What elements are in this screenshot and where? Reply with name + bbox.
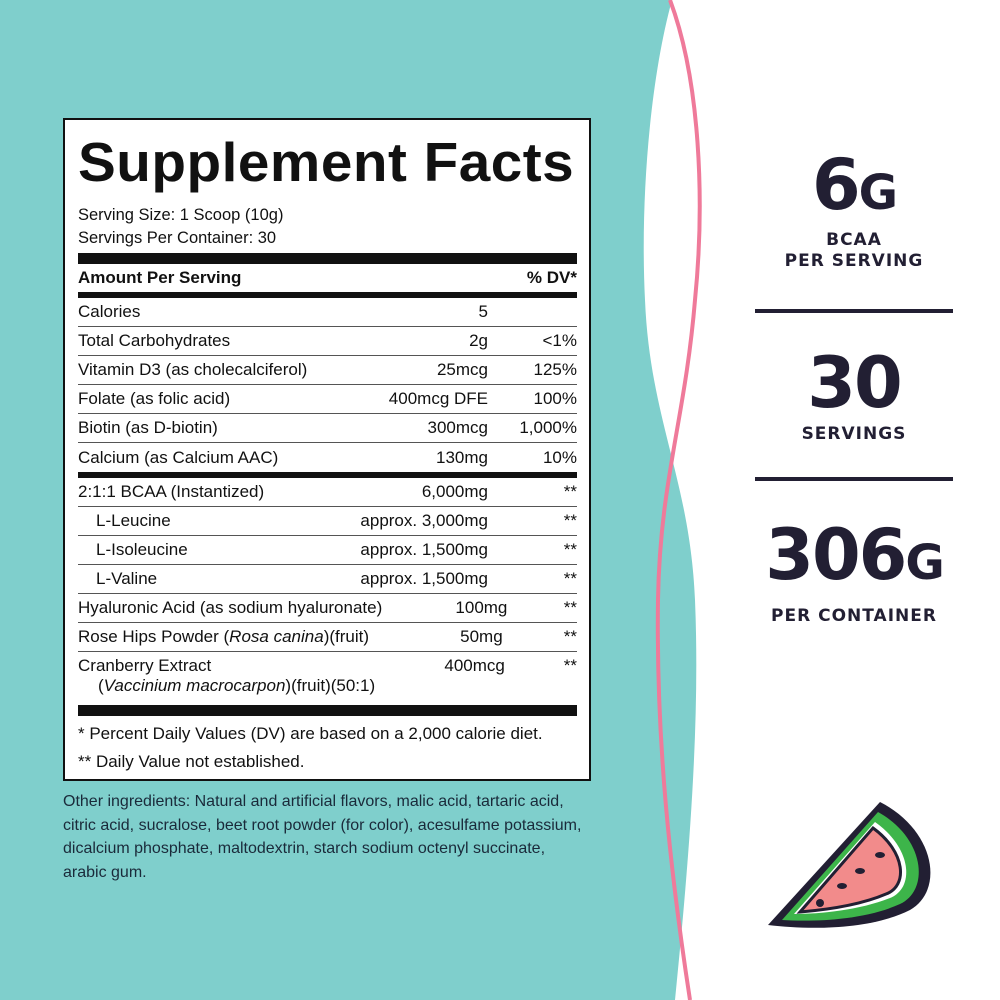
nutrient-dv: 10% [542,447,577,467]
nutrient-name: L-Leucine [96,511,171,530]
label-title: Supplement Facts [78,131,575,193]
nutrient-amount: 5 [478,302,488,321]
serving-size: Serving Size: 1 Scoop (10g) [78,206,284,224]
nutrient-name: L-Isoleucine [96,540,188,559]
divider [78,472,577,478]
nutrient-amount: 300mcg [427,418,488,437]
table-row: L-Valine approx. 1,500mg ** [78,565,577,594]
divider [755,477,953,481]
table-row: Folate (as folic acid) 400mcg DFE 100% [78,385,577,414]
nutrient-name: Vitamin D3 (as cholecalciferol) [78,360,308,379]
nutrient-name: Rose Hips Powder (Rosa canina)(fruit) [78,627,370,646]
nutrient-amount: 130mg [436,447,488,467]
footnote-dv: * Percent Daily Values (DV) are based on… [78,724,543,743]
nutrient-dv: 125% [533,360,577,379]
nutrient-name: Hyaluronic Acid (as sodium hyaluronate) [78,598,383,617]
table-row: Vitamin D3 (as cholecalciferol) 25mcg 125% [78,356,577,385]
header-row: Amount Per Serving % DV* [78,264,577,292]
nutrient-name: Folate (as folic acid) [78,389,231,408]
nutrient-name: Calories [78,302,141,321]
divider [755,309,953,313]
nutrient-name: Calcium (as Calcium AAC) [78,447,279,467]
nutrient-amount: 400mcg [444,656,505,675]
nutrient-dv: ** [563,627,577,646]
nutrient-name: L-Valine [96,569,158,588]
stat-number: 30 [807,342,902,424]
nutrient-name: Cranberry Extract (Vaccinium macrocarpon)… [78,656,376,695]
stat-servings: 30 SERVINGS [755,348,953,445]
stat-bcaa: 6G BCAA PER SERVING [755,150,953,272]
nutrient-dv: 1,000% [519,418,577,437]
stat-number: 6 [811,144,861,226]
nutrient-name: Total Carbohydrates [78,331,231,350]
nutrient-dv: <1% [542,331,578,350]
nutrient-dv: ** [563,540,577,559]
table-row: Biotin (as D-biotin) 300mcg 1,000% [78,414,577,443]
header-amount: Amount Per Serving [78,268,242,287]
footnote-not-established: ** Daily Value not established. [78,752,305,771]
nutrient-name: Biotin (as D-biotin) [78,418,218,437]
supplement-facts-label: Supplement Facts Serving Size: 1 Scoop (… [63,118,591,781]
stat-unit: G [858,165,898,221]
other-ingredients: Other ingredients: Natural and artificia… [63,793,582,881]
table-row: Cranberry Extract (Vaccinium macrocarpon)… [78,652,577,705]
stat-container: 306G PER CONTAINER [745,520,963,627]
table-row: Calories 5 [78,298,577,327]
divider [78,705,577,716]
table-row: Rose Hips Powder (Rosa canina)(fruit) 50m… [78,623,577,652]
nutrient-amount: 25mcg [436,360,488,379]
table-row: 2:1:1 BCAA (Instantized) 6,000mg ** [78,478,577,507]
table-row: Hyaluronic Acid (as sodium hyaluronate) 1… [78,594,577,623]
table-row: Calcium (as Calcium AAC) 130mg 10% [78,443,577,472]
table-row: Total Carbohydrates 2g <1% [78,327,577,356]
header-dv: % DV* [526,268,577,287]
nutrient-amount: approx. 1,500mg [360,540,488,559]
table-row: L-Leucine approx. 3,000mg ** [78,507,577,536]
stat-caption: BCAA [826,230,882,250]
stat-number: 306 [765,514,907,596]
nutrient-amount: 2g [469,331,488,350]
nutrient-amount: 50mg [460,627,503,646]
table-row: L-Isoleucine approx. 1,500mg ** [78,536,577,565]
nutrient-amount: 100mg [455,598,508,617]
stat-caption: PER SERVING [784,251,924,271]
nutrient-amount: approx. 1,500mg [360,569,488,588]
nutrient-dv: ** [563,656,577,675]
nutrient-amount: approx. 3,000mg [360,511,488,530]
nutrient-dv: ** [563,598,577,617]
stat-caption: SERVINGS [801,424,907,444]
nutrient-dv: 100% [533,389,577,408]
nutrient-amount: 6,000mg [421,482,488,501]
nutrient-dv: ** [563,482,577,501]
nutrient-amount: 400mcg DFE [388,389,488,408]
nutrient-dv: ** [563,569,577,588]
stat-caption: PER CONTAINER [771,606,937,626]
nutrient-dv: ** [563,511,577,530]
nutrient-name: 2:1:1 BCAA (Instantized) [78,482,265,501]
watermelon-slice-icon [768,802,931,928]
servings-per-container: Servings Per Container: 30 [78,229,277,247]
divider [78,253,577,264]
stat-unit: G [905,535,944,591]
divider [78,292,577,298]
